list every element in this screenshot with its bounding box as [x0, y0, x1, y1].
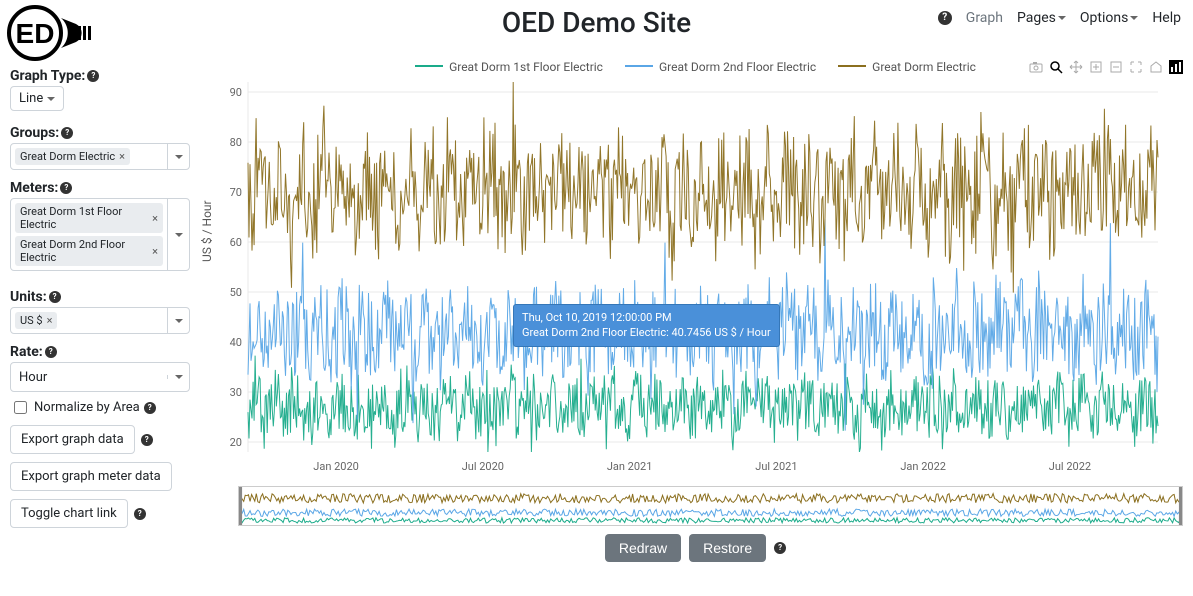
- chart-tooltip: Thu, Oct 10, 2019 12:00:00 PM Great Dorm…: [513, 304, 780, 347]
- units-label: Units:?: [10, 289, 190, 305]
- plotly-logo-icon[interactable]: [1169, 60, 1183, 74]
- range-slider[interactable]: [238, 486, 1183, 526]
- x-axis: Jan 2020 Jul 2020 Jan 2021 Jul 2021 Jan 2022…: [208, 456, 1168, 478]
- svg-text:80: 80: [230, 136, 242, 149]
- svg-text:Jul 2020: Jul 2020: [462, 460, 504, 473]
- toggle-link-button[interactable]: Toggle chart link: [10, 499, 128, 528]
- normalize-label: Normalize by Area: [34, 400, 140, 415]
- svg-text:90: 90: [230, 86, 242, 99]
- legend-swatch: [415, 65, 443, 67]
- legend-item[interactable]: Great Dorm 2nd Floor Electric: [625, 60, 816, 74]
- legend-swatch: [838, 65, 866, 67]
- hint-icon[interactable]: ?: [61, 127, 73, 139]
- meters-label: Meters:?: [10, 180, 190, 196]
- y-axis-label: US $ / Hour: [200, 200, 214, 262]
- groups-select[interactable]: Great Dorm Electric×: [10, 143, 190, 170]
- chevron-down-icon[interactable]: [167, 308, 189, 333]
- hint-icon[interactable]: ?: [774, 542, 786, 554]
- graph-type-select[interactable]: Line: [10, 86, 64, 111]
- svg-text:50: 50: [230, 286, 242, 299]
- line-chart[interactable]: 20 30 40 50 60 70 80 90: [208, 82, 1168, 452]
- chevron-down-icon: [1058, 16, 1066, 20]
- groups-label: Groups:?: [10, 125, 190, 141]
- chevron-down-icon: [47, 97, 55, 101]
- svg-text:30: 30: [230, 386, 242, 399]
- legend-item[interactable]: Great Dorm 1st Floor Electric: [415, 60, 603, 74]
- nav-options[interactable]: Options: [1080, 10, 1138, 26]
- hint-icon[interactable]: ?: [45, 346, 57, 358]
- hint-icon[interactable]: ?: [141, 434, 153, 446]
- rate-label: Rate:?: [10, 344, 190, 360]
- hint-icon[interactable]: ?: [87, 70, 99, 82]
- legend-swatch: [625, 65, 653, 67]
- svg-text:Jul 2021: Jul 2021: [755, 460, 797, 473]
- nav-graph[interactable]: Graph: [966, 10, 1003, 26]
- hint-icon[interactable]: ?: [49, 291, 61, 303]
- hint-icon[interactable]: ?: [134, 508, 146, 520]
- svg-text:70: 70: [230, 186, 242, 199]
- meters-select[interactable]: Great Dorm 1st Floor Electric×Great Dorm…: [10, 198, 190, 271]
- chip-remove-icon[interactable]: ×: [119, 150, 125, 163]
- chevron-down-icon: [1130, 16, 1138, 20]
- svg-text:Jan 2021: Jan 2021: [607, 460, 653, 473]
- nav-pages[interactable]: Pages: [1017, 10, 1066, 26]
- redraw-button[interactable]: Redraw: [605, 534, 681, 562]
- chip-remove-icon[interactable]: ×: [152, 245, 158, 258]
- tooltip-value: Great Dorm 2nd Floor Electric: 40.7456 U…: [522, 325, 771, 340]
- export-meter-button[interactable]: Export graph meter data: [10, 462, 172, 491]
- camera-icon[interactable]: [1029, 60, 1043, 74]
- chevron-down-icon[interactable]: [167, 199, 189, 270]
- chip: Great Dorm Electric×: [15, 148, 130, 165]
- normalize-checkbox[interactable]: [14, 401, 27, 414]
- pan-icon[interactable]: [1069, 60, 1083, 74]
- restore-button[interactable]: Restore: [689, 534, 766, 562]
- hint-icon[interactable]: ?: [144, 402, 156, 414]
- hint-icon[interactable]: ?: [60, 182, 72, 194]
- chart-panel: Great Dorm 1st Floor Electric Great Dorm …: [198, 60, 1193, 562]
- chevron-down-icon[interactable]: [167, 144, 189, 169]
- units-select[interactable]: US $×: [10, 307, 190, 334]
- chip: Great Dorm 1st Floor Electric×: [15, 203, 163, 233]
- export-graph-button[interactable]: Export graph data: [10, 425, 135, 454]
- zoomin-icon[interactable]: [1089, 60, 1103, 74]
- top-nav: ? Graph Pages Options Help: [938, 10, 1181, 26]
- zoom-icon[interactable]: [1049, 60, 1063, 74]
- plotly-toolbar: [1029, 60, 1183, 74]
- svg-text:40: 40: [230, 336, 242, 349]
- graph-type-label: Graph Type:?: [10, 68, 190, 84]
- zoomout-icon[interactable]: [1109, 60, 1123, 74]
- help-icon[interactable]: ?: [938, 11, 952, 25]
- nav-help[interactable]: Help: [1152, 10, 1181, 26]
- reset-icon[interactable]: [1149, 60, 1163, 74]
- rate-select[interactable]: Hour: [10, 362, 190, 392]
- svg-text:Jul 2022: Jul 2022: [1049, 460, 1091, 473]
- chip: Great Dorm 2nd Floor Electric×: [15, 236, 163, 266]
- tooltip-date: Thu, Oct 10, 2019 12:00:00 PM: [522, 310, 771, 325]
- svg-text:Jan 2022: Jan 2022: [900, 460, 946, 473]
- svg-text:20: 20: [230, 436, 242, 449]
- svg-text:60: 60: [230, 236, 242, 249]
- chip-remove-icon[interactable]: ×: [152, 212, 158, 225]
- sidebar: Graph Type:? Line Groups:? Great Dorm El…: [0, 60, 198, 562]
- svg-text:Jan 2020: Jan 2020: [313, 460, 359, 473]
- chip-remove-icon[interactable]: ×: [47, 314, 53, 327]
- chip: US $×: [15, 312, 57, 329]
- autoscale-icon[interactable]: [1129, 60, 1143, 74]
- chevron-down-icon[interactable]: [167, 375, 189, 379]
- legend-item[interactable]: Great Dorm Electric: [838, 60, 976, 74]
